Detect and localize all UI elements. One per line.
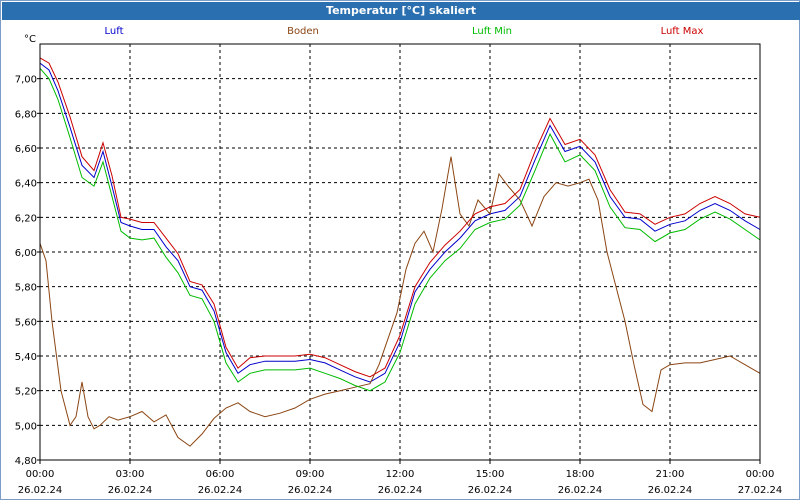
x-tick-time: 00:00 <box>26 469 55 480</box>
x-tick-date: 27.02.24 <box>738 485 783 496</box>
series-line-luft <box>39 62 761 383</box>
x-tick-date: 26.02.24 <box>648 485 693 496</box>
x-tick-date: 26.02.24 <box>18 485 63 496</box>
legend-item-luft: Luft <box>105 26 124 37</box>
y-tick-label: 5,20 <box>15 387 37 398</box>
y-tick-label: 6,80 <box>15 109 37 120</box>
legend-item-luft-max: Luft Max <box>661 26 704 37</box>
y-tick-label: 5,80 <box>15 283 37 294</box>
y-tick-label: 6,60 <box>15 144 37 155</box>
legend: Luft Boden Luft Min Luft Max <box>105 26 704 37</box>
axis-labels: 4,80 5,00 5,20 5,40 5,60 5,80 6,00 6,20 6,40 6,60… <box>15 34 783 496</box>
y-tick-label: 5,40 <box>15 352 37 363</box>
x-tick-time: 15:00 <box>476 469 505 480</box>
series-line-luft-max <box>39 57 761 378</box>
series-line-boden <box>39 156 761 447</box>
legend-item-luft-min: Luft Min <box>472 26 512 37</box>
x-tick-time: 12:00 <box>386 469 415 480</box>
x-tick-time: 00:00 <box>746 469 775 480</box>
y-tick-label: 5,00 <box>15 421 37 432</box>
y-tick-label: 5,60 <box>15 317 37 328</box>
x-tick-date: 26.02.24 <box>198 485 243 496</box>
series-line-luft-min <box>39 67 761 392</box>
x-tick-time: 21:00 <box>656 469 685 480</box>
grid <box>40 44 760 461</box>
x-tick-date: 26.02.24 <box>288 485 333 496</box>
y-tick-label: 4,80 <box>15 456 37 467</box>
y-tick-label: 6,20 <box>15 213 37 224</box>
x-tick-time: 09:00 <box>296 469 325 480</box>
y-tick-label: 6,40 <box>15 179 37 190</box>
x-tick-time: 06:00 <box>206 469 235 480</box>
legend-item-boden: Boden <box>287 26 319 37</box>
x-tick-time: 03:00 <box>116 469 145 480</box>
x-tick-date: 26.02.24 <box>108 485 153 496</box>
series-lines <box>39 57 761 447</box>
x-tick-time: 18:00 <box>566 469 595 480</box>
y-tick-label: 6,00 <box>15 248 37 259</box>
x-tick-date: 26.02.24 <box>558 485 603 496</box>
y-tick-label: 7,00 <box>15 75 37 86</box>
x-tick-date: 26.02.24 <box>468 485 513 496</box>
title-bar: Temperatur [°C] skaliert <box>2 2 800 20</box>
x-tick-date: 26.02.24 <box>378 485 423 496</box>
chart-title: Temperatur [°C] skaliert <box>326 4 476 17</box>
y-axis-unit: °C <box>24 34 36 45</box>
